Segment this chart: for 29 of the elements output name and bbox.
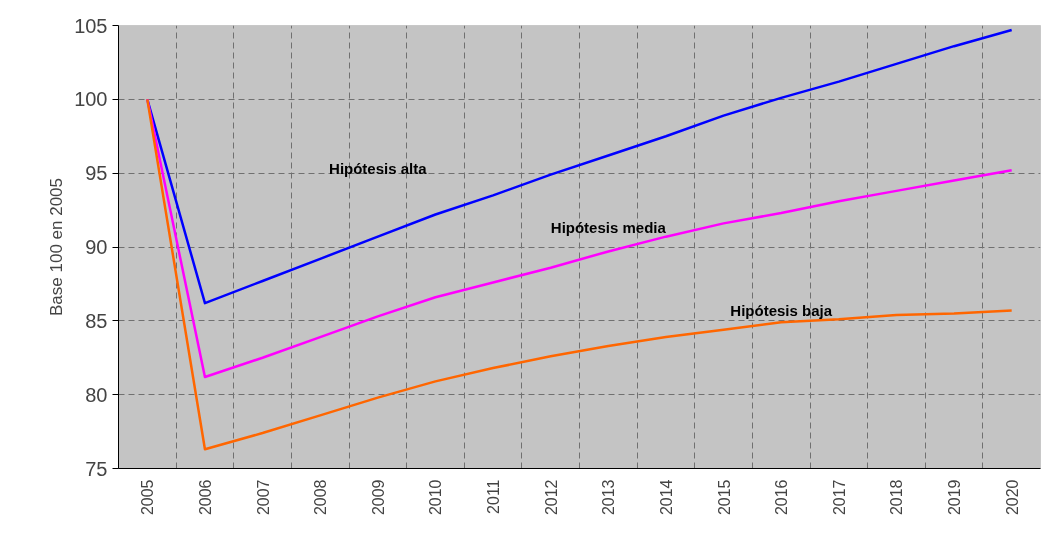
- y-tick-label: 105: [74, 14, 108, 37]
- y-axis-title: Base 100 en 2005: [47, 177, 67, 316]
- series-label: Hipótesis media: [550, 218, 667, 236]
- x-tick-label: 2019: [946, 479, 964, 516]
- x-tick-label: 2010: [427, 479, 445, 516]
- x-tick-label: 2015: [715, 479, 733, 516]
- text: Hipótesis alta: [329, 160, 428, 178]
- x-tick-label: 2014: [657, 479, 675, 516]
- y-tick-label: 100: [74, 88, 108, 111]
- x-tick-label: 2006: [196, 479, 214, 516]
- x-tick-label: 2016: [773, 479, 791, 516]
- x-tick-label: 2017: [830, 479, 848, 516]
- x-tick-label: 2007: [254, 479, 272, 516]
- x-tick-label: 2005: [139, 479, 157, 516]
- y-tick-label: 90: [85, 236, 108, 258]
- y-tick-label: 80: [85, 383, 108, 406]
- x-tick-label: 2018: [888, 479, 906, 516]
- series-label: Hipótesis baja: [730, 301, 833, 319]
- line-series: [146, 28, 1013, 305]
- x-tick-label: 2013: [600, 479, 618, 516]
- x-tick-label: 2020: [1003, 479, 1021, 516]
- x-tick-label: 2008: [312, 479, 330, 516]
- x-tick-label: 2009: [369, 479, 387, 516]
- y-tick-label: 85: [85, 309, 108, 332]
- line-series: [146, 98, 1013, 451]
- y-tick-label: 75: [85, 457, 108, 480]
- y-tick-label: 95: [85, 162, 108, 185]
- x-tick-label: 2012: [542, 479, 560, 516]
- x-tick-label: 2011: [485, 479, 503, 514]
